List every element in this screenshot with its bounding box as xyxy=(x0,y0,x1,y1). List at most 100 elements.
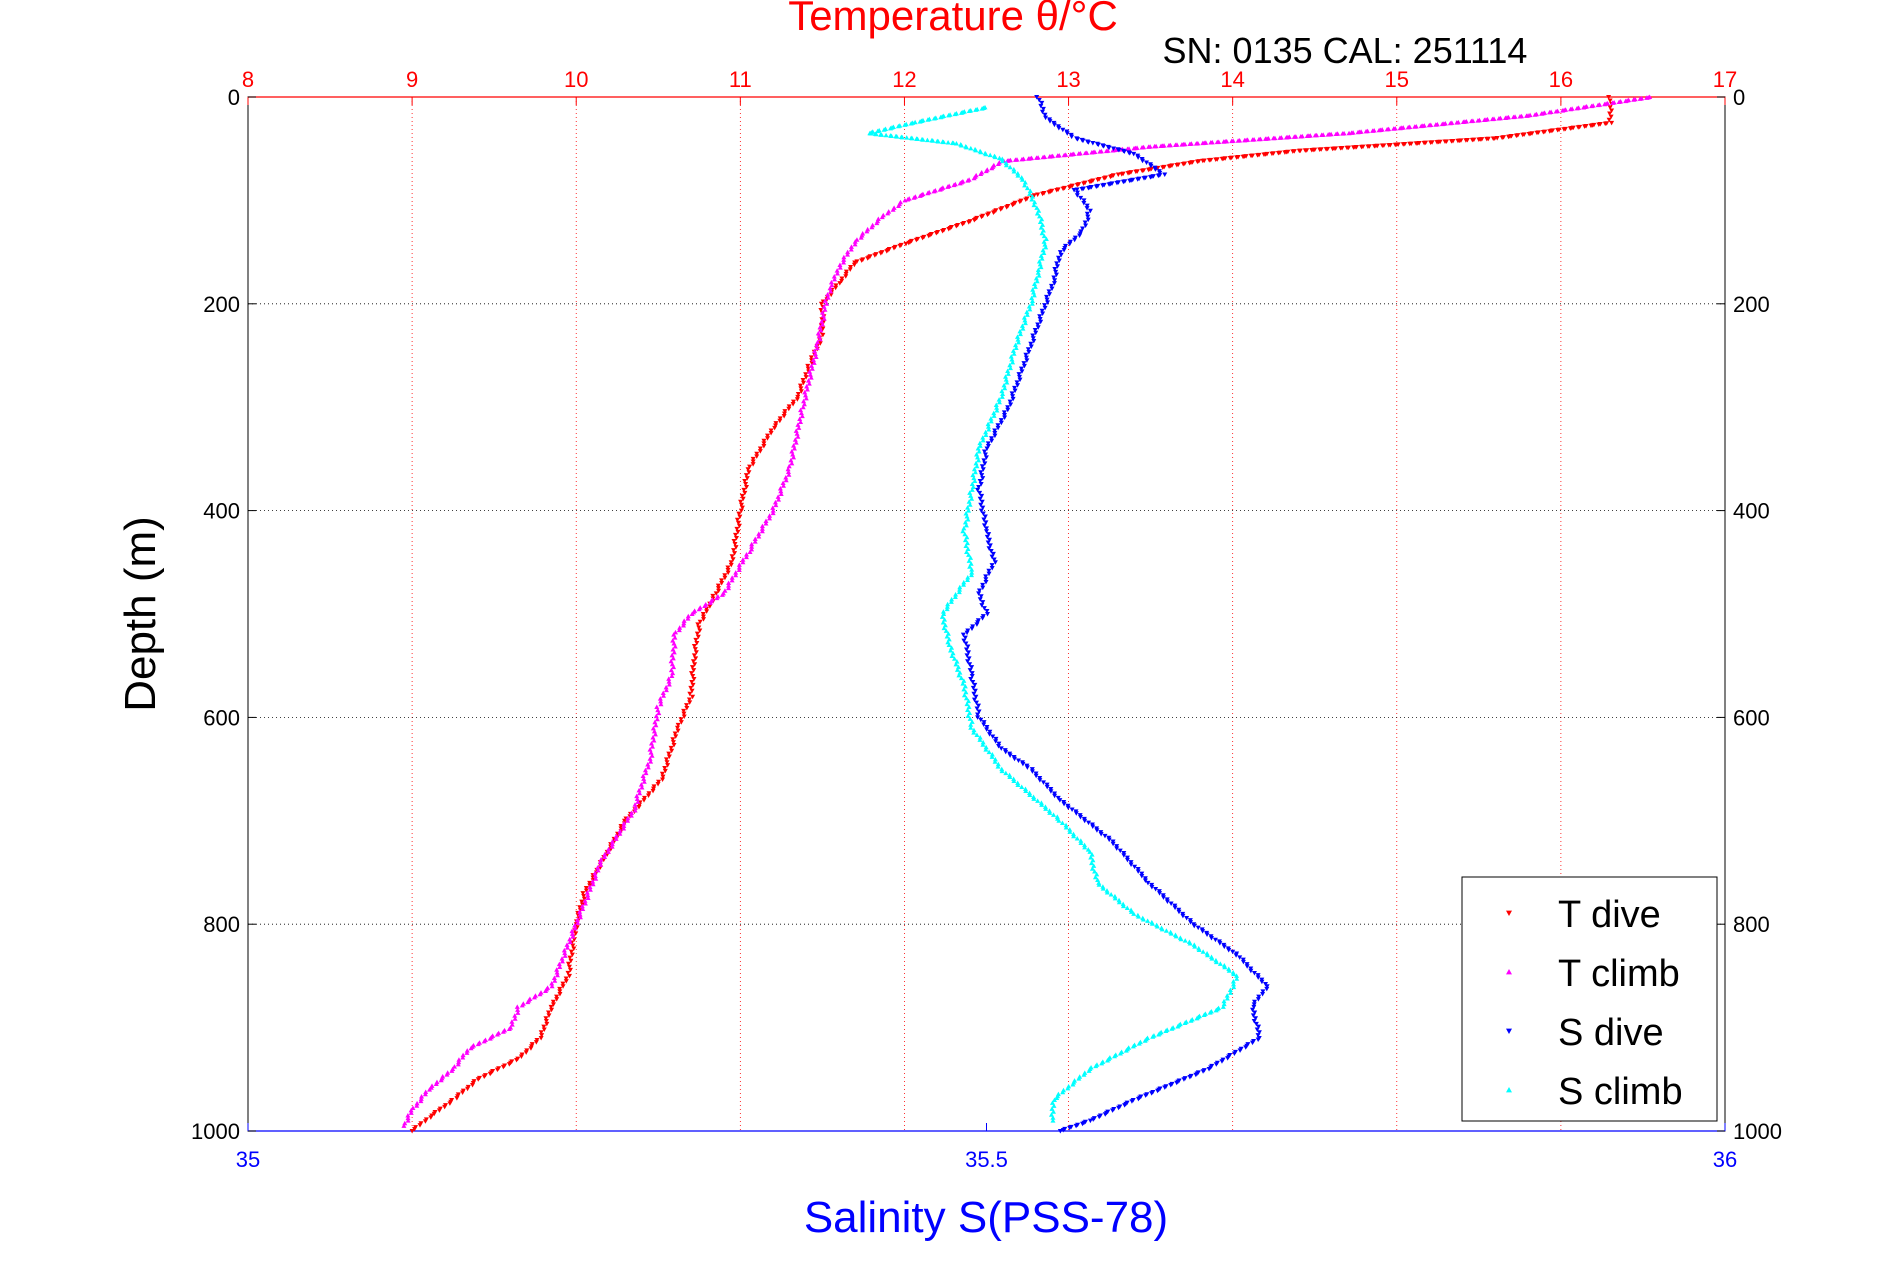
data-point xyxy=(1026,350,1032,355)
data-point xyxy=(961,692,967,698)
data-point xyxy=(1067,829,1073,834)
data-point xyxy=(920,137,926,142)
data-point xyxy=(1221,944,1227,950)
data-point xyxy=(808,375,814,380)
data-point xyxy=(1031,292,1037,298)
data-point xyxy=(987,537,993,543)
data-point xyxy=(1379,143,1385,149)
data-point xyxy=(1029,196,1035,202)
data-point xyxy=(966,552,972,557)
data-point xyxy=(475,1041,481,1047)
data-point xyxy=(1020,761,1026,767)
data-point xyxy=(695,634,701,640)
data-point xyxy=(1082,818,1088,824)
data-point xyxy=(734,526,740,532)
data-point xyxy=(994,407,1000,413)
data-point xyxy=(976,709,982,714)
data-point xyxy=(660,777,666,782)
data-point xyxy=(1104,888,1110,893)
data-point xyxy=(1182,1020,1188,1026)
data-point xyxy=(1092,874,1098,880)
data-point xyxy=(1022,182,1028,188)
top-tick-label: 16 xyxy=(1549,67,1573,92)
data-point xyxy=(749,541,755,547)
data-point xyxy=(1230,979,1236,984)
data-point xyxy=(965,178,971,183)
data-point xyxy=(1051,812,1057,817)
data-point xyxy=(1160,895,1166,900)
data-point xyxy=(1391,126,1397,131)
data-point xyxy=(693,650,699,655)
data-point xyxy=(1005,371,1011,376)
data-point xyxy=(1291,134,1297,139)
data-point xyxy=(820,321,826,327)
data-point xyxy=(531,994,537,1000)
data-point xyxy=(1082,842,1088,848)
data-point xyxy=(1065,805,1071,811)
data-point xyxy=(972,478,978,484)
data-point xyxy=(1021,315,1027,320)
data-point xyxy=(1110,147,1116,153)
data-point xyxy=(519,1002,525,1008)
data-point xyxy=(1019,369,1025,374)
data-point xyxy=(1110,839,1116,844)
data-point xyxy=(961,582,967,587)
data-point xyxy=(636,805,642,810)
data-point xyxy=(1103,148,1109,154)
data-point xyxy=(1015,780,1021,786)
data-point xyxy=(1022,320,1028,326)
data-point xyxy=(1051,1097,1057,1102)
data-point xyxy=(792,437,798,442)
data-point xyxy=(983,580,989,585)
data-point xyxy=(743,473,749,478)
data-point xyxy=(560,981,566,987)
data-point xyxy=(1255,1033,1261,1038)
data-point xyxy=(831,273,837,279)
data-point xyxy=(999,766,1005,772)
data-point xyxy=(422,1119,428,1124)
data-point xyxy=(1003,162,1009,168)
data-point xyxy=(971,218,977,223)
data-point xyxy=(1074,836,1080,841)
data-point xyxy=(972,469,978,475)
data-point xyxy=(790,451,796,457)
data-point xyxy=(677,625,683,630)
data-point xyxy=(1044,294,1050,300)
data-point xyxy=(554,967,560,972)
data-point xyxy=(981,517,987,522)
data-point xyxy=(1180,913,1186,919)
data-point xyxy=(788,457,794,463)
data-point xyxy=(722,573,728,578)
data-point xyxy=(883,132,889,138)
data-point xyxy=(985,540,991,546)
data-point xyxy=(1240,154,1246,160)
data-point xyxy=(1228,990,1234,995)
data-point xyxy=(663,757,669,762)
data-point xyxy=(1254,1027,1260,1032)
data-point xyxy=(999,156,1005,162)
data-point xyxy=(1534,130,1540,136)
data-point xyxy=(549,980,555,986)
data-point xyxy=(1243,1045,1249,1050)
data-point xyxy=(833,283,839,288)
data-point xyxy=(736,564,742,570)
data-point xyxy=(1224,995,1230,1001)
data-point xyxy=(660,690,666,695)
data-point xyxy=(638,782,644,787)
data-point xyxy=(417,1123,423,1128)
data-point xyxy=(998,207,1004,212)
data-point xyxy=(569,931,575,936)
data-point xyxy=(494,1031,500,1037)
data-point xyxy=(1237,955,1243,960)
data-point xyxy=(1023,355,1029,361)
data-point xyxy=(1024,312,1030,317)
data-point xyxy=(1539,111,1545,116)
data-point xyxy=(650,725,656,731)
data-point xyxy=(570,943,576,948)
data-point xyxy=(1035,322,1041,327)
data-point xyxy=(981,720,987,725)
data-point xyxy=(693,637,699,643)
data-point xyxy=(1128,907,1134,912)
data-point xyxy=(1041,233,1047,239)
data-point xyxy=(1135,177,1141,182)
